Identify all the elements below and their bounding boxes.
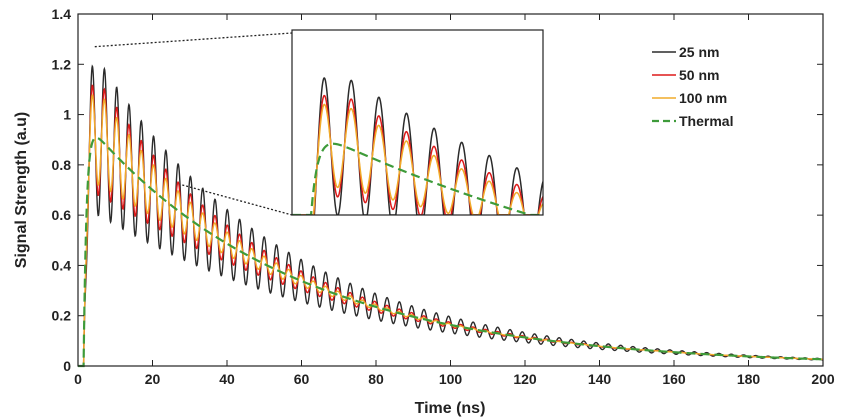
y-tick-label: 1.2 [52,56,72,72]
inset-series-line-100-nm [292,103,543,215]
series-line-thermal [78,136,824,368]
legend-label: Thermal [679,113,733,129]
main-plot: 0 20 40 60 80 100 120 140 160 180 200 0 0.2 0.4 0.6 0.8… [52,6,835,387]
y-tick-label: 0.8 [52,157,72,173]
x-axis-label: Time (ns) [415,400,486,417]
legend: 25 nm 50 nm 100 nm Thermal [652,44,733,129]
zoom-line-top [94,32,293,48]
x-tick-label: 20 [145,371,161,387]
y-tick-label: 1.4 [52,6,72,22]
x-tick-label: 180 [737,371,761,387]
x-tick-label: 80 [368,371,384,387]
x-tick-label: 40 [219,371,235,387]
x-tick-label: 140 [588,371,612,387]
x-tick-label: 60 [294,371,310,387]
x-tick-label: 160 [662,371,686,387]
x-tick-label: 200 [811,371,835,387]
zoom-line-bottom [182,184,293,216]
x-tick-label: 0 [74,371,82,387]
legend-label: 25 nm [679,44,719,60]
legend-label: 50 nm [679,67,719,83]
y-tick-label: 1 [63,107,71,123]
x-tick-label: 100 [439,371,463,387]
y-tick-label: 0.6 [52,207,72,223]
series-line-25-nm [78,64,824,367]
inset-series-group [292,77,543,215]
zoom-connector-lines [94,32,293,216]
inset-plot [291,29,544,216]
y-tick-label: 0.2 [52,308,72,324]
inset-series-line-25-nm [292,77,543,215]
x-tick-label: 120 [513,371,537,387]
inset-frame [291,29,544,216]
inset-series-line-thermal [292,142,543,215]
y-tick-label: 0 [63,358,71,374]
y-axis-label: Signal Strength (a.u) [13,112,30,268]
y-tick-label: 0.4 [52,257,72,273]
inset-series-line-50-nm [292,94,543,215]
legend-label: 100 nm [679,90,727,106]
